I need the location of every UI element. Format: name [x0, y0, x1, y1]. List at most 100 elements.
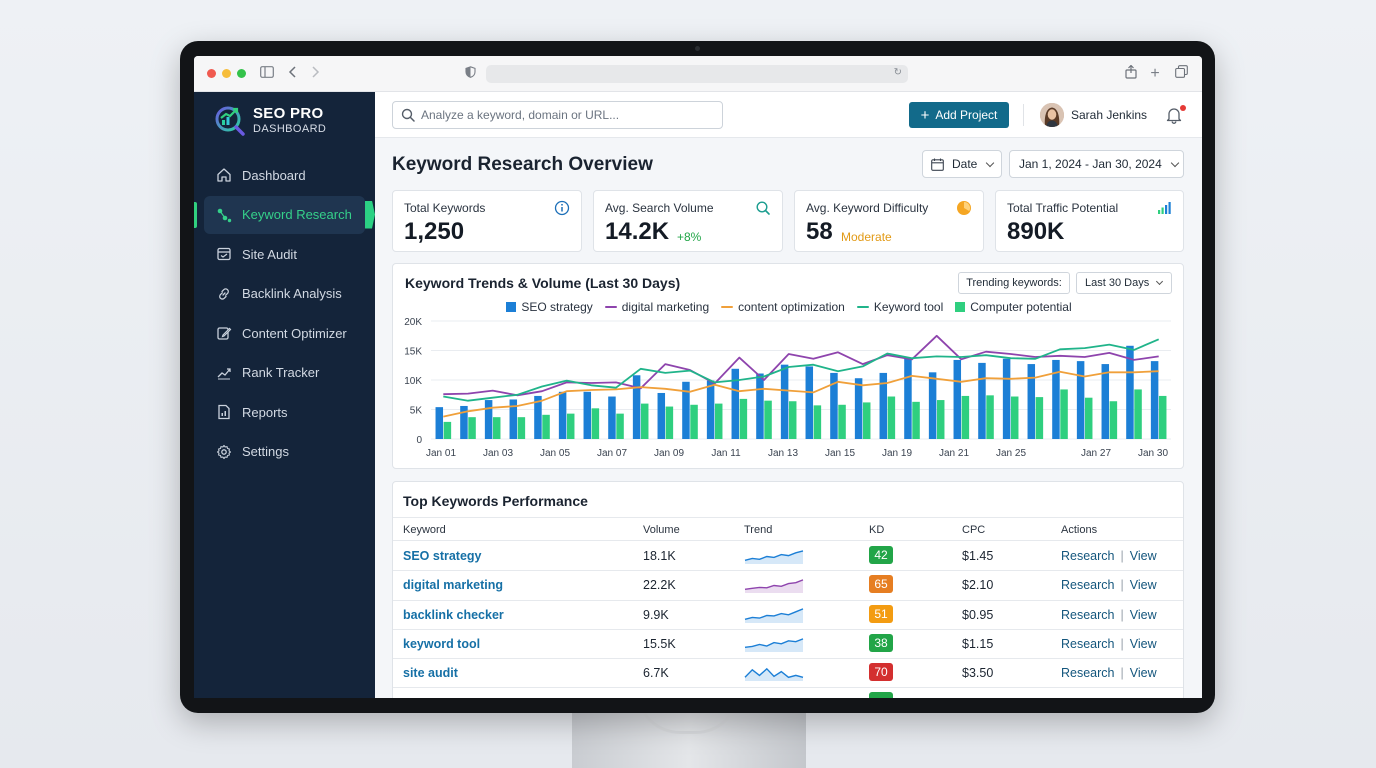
bar-computer-potential[interactable]	[936, 400, 945, 439]
bar-computer-potential[interactable]	[591, 408, 600, 439]
bar-computer-potential[interactable]	[566, 413, 575, 439]
bar-computer-potential[interactable]	[739, 398, 748, 439]
bar-seo-strategy[interactable]	[534, 395, 542, 439]
view-action-link[interactable]: View	[1129, 607, 1157, 622]
reload-icon[interactable]: ↻	[893, 67, 902, 78]
keyword-link[interactable]: SEO strategy	[403, 549, 482, 563]
bar-seo-strategy[interactable]	[978, 362, 986, 439]
column-header-trend[interactable]: Trend	[744, 524, 773, 536]
bar-computer-potential[interactable]	[616, 413, 624, 439]
bar-computer-potential[interactable]	[690, 404, 698, 439]
bar-computer-potential[interactable]	[813, 405, 822, 439]
bar-seo-strategy[interactable]	[928, 372, 937, 439]
bar-seo-strategy[interactable]	[682, 381, 690, 439]
bar-computer-potential[interactable]	[788, 401, 797, 439]
legend-item-content-optimization[interactable]: content optimization	[721, 299, 845, 315]
add-project-button[interactable]: + Add Project	[909, 102, 1009, 128]
new-tab-icon[interactable]: +	[1150, 65, 1160, 82]
share-icon[interactable]	[1122, 64, 1140, 83]
window-close-button[interactable]	[207, 69, 216, 78]
magnifier-icon[interactable]	[755, 200, 771, 216]
info-icon[interactable]	[554, 200, 570, 216]
view-action-link[interactable]: View	[1129, 666, 1157, 681]
bar-computer-potential[interactable]	[961, 395, 970, 439]
sidebar-item-content-optimizer[interactable]: Content Optimizer	[204, 314, 365, 352]
bar-computer-potential[interactable]	[542, 414, 550, 439]
bar-seo-strategy[interactable]	[1076, 361, 1085, 439]
keyword-link[interactable]: backlink checker	[403, 607, 504, 622]
bar-computer-potential[interactable]	[1060, 389, 1068, 439]
research-action-link[interactable]: Research	[1061, 578, 1115, 593]
sidebar-item-settings[interactable]: Settings	[204, 433, 365, 471]
bar-seo-strategy[interactable]	[632, 375, 641, 439]
sidebar-item-site-audit[interactable]: Site Audit	[204, 235, 365, 273]
sidebar-item-backlink-analysis[interactable]: Backlink Analysis	[204, 275, 365, 313]
sidebar-item-rank-tracker[interactable]: Rank Tracker	[204, 354, 365, 392]
bar-seo-strategy[interactable]	[953, 359, 962, 439]
window-minimize-button[interactable]	[222, 69, 231, 78]
bar-seo-strategy[interactable]	[879, 372, 888, 439]
view-action-link[interactable]: View	[1129, 578, 1157, 593]
bar-computer-potential[interactable]	[1010, 396, 1019, 439]
keyword-link[interactable]: site audit	[403, 666, 458, 681]
sidebar-item-dashboard[interactable]: Dashboard	[204, 156, 365, 194]
column-header-keyword[interactable]: Keyword	[403, 524, 446, 536]
sidebar-item-reports[interactable]: Reports	[204, 393, 365, 431]
bar-computer-potential[interactable]	[887, 396, 896, 439]
bar-computer-potential[interactable]	[764, 400, 772, 439]
brand-logo[interactable]: SEO PRO DASHBOARD	[214, 104, 364, 138]
legend-item-seo-strategy[interactable]: SEO strategy	[506, 299, 593, 315]
bar-seo-strategy[interactable]	[805, 366, 814, 439]
bar-seo-strategy[interactable]	[435, 407, 444, 439]
legend-item-keyword-tool[interactable]: Keyword tool	[856, 299, 943, 315]
bar-seo-strategy[interactable]	[608, 396, 616, 439]
research-action-link[interactable]: Research	[1061, 666, 1115, 681]
sidebar-item-keyword-research[interactable]: Keyword Research	[194, 195, 375, 234]
column-header-kd[interactable]: KD	[869, 524, 885, 536]
legend-item-digital-marketing[interactable]: digital marketing	[604, 299, 709, 315]
window-zoom-button[interactable]	[237, 69, 246, 78]
period-select[interactable]: Last 30 Days	[1076, 272, 1172, 294]
bar-seo-strategy[interactable]	[509, 399, 518, 439]
bar-seo-strategy[interactable]	[780, 364, 789, 439]
notification-bell-icon[interactable]	[1165, 106, 1183, 124]
bar-computer-potential[interactable]	[714, 403, 723, 439]
bar-seo-strategy[interactable]	[484, 400, 493, 439]
search-box[interactable]	[392, 101, 723, 129]
research-action-link[interactable]: Research	[1061, 549, 1115, 563]
bar-computer-potential[interactable]	[986, 395, 994, 439]
bar-computer-potential[interactable]	[912, 401, 920, 439]
date-range-picker[interactable]: Jan 1, 2024 - Jan 30, 2024	[1009, 150, 1184, 178]
bar-seo-strategy[interactable]	[583, 391, 592, 439]
column-header-volume[interactable]: Volume	[643, 524, 680, 536]
forward-icon[interactable]	[306, 65, 324, 83]
user-name[interactable]: Sarah Jenkins	[1071, 108, 1148, 122]
bar-computer-potential[interactable]	[468, 417, 476, 439]
bar-seo-strategy[interactable]	[706, 380, 715, 439]
back-icon[interactable]	[284, 65, 302, 83]
legend-item-computer-potential[interactable]: Computer potential	[955, 299, 1072, 315]
bar-seo-strategy[interactable]	[1027, 364, 1036, 439]
bar-computer-potential[interactable]	[1109, 401, 1118, 439]
trending-keywords-button[interactable]: Trending keywords:	[958, 272, 1070, 294]
address-bar[interactable]: ↻	[486, 65, 908, 83]
bar-computer-potential[interactable]	[492, 417, 501, 439]
line-content-optimization[interactable]	[443, 370, 1159, 418]
view-action-link[interactable]: View	[1129, 549, 1157, 563]
bar-seo-strategy[interactable]	[1002, 358, 1011, 439]
bar-computer-potential[interactable]	[1134, 389, 1142, 439]
bar-seo-strategy[interactable]	[756, 373, 764, 439]
bar-seo-strategy[interactable]	[558, 391, 567, 439]
bar-computer-potential[interactable]	[862, 402, 871, 439]
bar-seo-strategy[interactable]	[904, 358, 912, 439]
avatar[interactable]	[1040, 103, 1064, 127]
research-action-link[interactable]: Research	[1061, 607, 1115, 622]
bar-computer-potential[interactable]	[1084, 397, 1093, 439]
bar-seo-strategy[interactable]	[854, 378, 863, 439]
bar-seo-strategy[interactable]	[657, 392, 666, 439]
research-action-link[interactable]: Research	[1061, 636, 1115, 651]
line-keyword-tool[interactable]	[443, 338, 1160, 402]
column-header-cpc[interactable]: CPC	[962, 524, 986, 536]
bar-computer-potential[interactable]	[443, 421, 452, 439]
view-action-link[interactable]: View	[1129, 636, 1157, 651]
